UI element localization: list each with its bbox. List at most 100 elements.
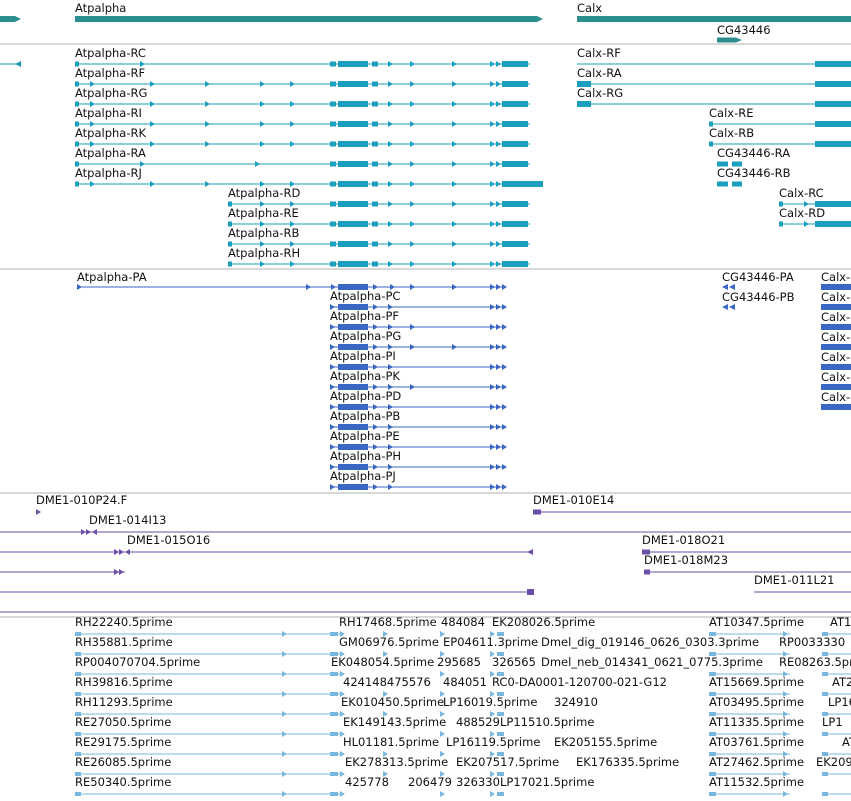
strand-arrow	[388, 101, 393, 107]
exon-block	[502, 261, 528, 267]
exon-block	[330, 712, 338, 716]
est-label: RP0033330	[779, 635, 845, 649]
strand-arrow	[383, 711, 388, 717]
strand-arrow	[140, 161, 145, 167]
exon-block	[75, 712, 81, 716]
strand-arrow	[330, 464, 335, 470]
exon-block	[533, 509, 541, 515]
strand-arrow	[119, 569, 124, 575]
exon-block	[372, 241, 378, 247]
exon-block	[497, 672, 504, 676]
exon-block	[75, 141, 79, 147]
strand-arrow	[496, 221, 501, 227]
strand-arrow	[440, 751, 445, 757]
exon-block	[75, 772, 81, 776]
exon-block	[330, 201, 336, 207]
strand-arrow	[496, 424, 501, 430]
strand-arrow	[452, 81, 457, 87]
strand-arrow	[783, 711, 788, 717]
exon-block	[228, 201, 232, 207]
exon-block	[821, 324, 851, 330]
gene-label: CG43446	[717, 23, 771, 37]
strand-arrow	[490, 671, 495, 677]
est-label: LP16119.5prime	[446, 735, 540, 749]
exon-block	[75, 81, 79, 87]
exon-block	[497, 732, 504, 736]
transcript-label: Atpalpha-RJ	[75, 166, 142, 180]
strand-arrow	[496, 181, 501, 187]
exon-block	[502, 161, 528, 167]
strand-arrow	[290, 101, 295, 107]
exon-block	[822, 772, 828, 776]
strand-arrow	[410, 61, 415, 67]
est-label: RE27050.5prime	[75, 715, 171, 729]
transcript-label: Atpalpha-RI	[75, 106, 142, 120]
strand-arrow	[452, 241, 457, 247]
strand-arrow	[150, 121, 155, 127]
exon-block	[709, 652, 716, 656]
est-label: AT11532.5prime	[709, 775, 804, 789]
strand-arrow	[783, 791, 788, 797]
strand-arrow	[388, 344, 393, 350]
strand-arrow	[452, 284, 457, 290]
transcript-label: Calx-RD	[779, 206, 825, 220]
strand-arrow	[502, 344, 507, 350]
est-label: EK208026.5prime	[492, 615, 595, 629]
exon-block	[709, 752, 716, 756]
strand-arrow	[340, 671, 345, 677]
strand-arrow	[783, 731, 788, 737]
protein-label: Calx-	[821, 310, 850, 324]
exon-block	[75, 61, 79, 67]
strand-arrow	[722, 284, 728, 290]
exon-block	[732, 181, 742, 187]
exon-block	[75, 652, 81, 656]
strand-arrow	[502, 424, 507, 430]
strand-arrow	[205, 101, 210, 107]
est-label: 295685	[437, 655, 481, 669]
clone-end	[125, 549, 130, 555]
exon-block	[821, 384, 851, 390]
est-label: Dmel_neb_014341_0621_0775.3prime	[541, 655, 763, 669]
exon-block	[338, 464, 368, 470]
exon-block	[821, 364, 851, 370]
exon-block	[372, 101, 378, 107]
gene-label: Atpalpha	[75, 1, 126, 15]
exon-block	[330, 692, 338, 696]
strand-arrow	[490, 651, 495, 657]
strand-arrow	[330, 404, 335, 410]
strand-arrow	[290, 221, 295, 227]
est-label: LP16019.5prime	[443, 695, 537, 709]
strand-arrow	[383, 651, 388, 657]
strand-arrow	[490, 751, 495, 757]
transcript-label: Atpalpha-RB	[228, 226, 299, 240]
strand-arrow	[410, 201, 415, 207]
transcript-label: CG43446-RB	[717, 166, 791, 180]
strand-arrow	[373, 384, 378, 390]
exon-block	[822, 652, 828, 656]
transcript-label: Calx-RA	[577, 66, 622, 80]
est-label: AT15669.5prime	[709, 675, 804, 689]
strand-arrow	[490, 261, 495, 267]
strand-arrow	[729, 284, 735, 290]
strand-arrow	[15, 61, 21, 67]
exon-block	[372, 221, 378, 227]
strand-arrow	[783, 771, 788, 777]
exon-block	[330, 632, 338, 636]
strand-arrow	[255, 161, 260, 167]
exon-block	[644, 569, 650, 575]
exon-block	[338, 364, 368, 370]
strand-arrow	[388, 384, 393, 390]
strand-arrow	[490, 344, 495, 350]
protein-label: CG43446-PA	[722, 270, 794, 284]
est-label: RH17468.5prime	[339, 615, 437, 629]
strand-arrow	[410, 261, 415, 267]
strand-arrow	[260, 241, 265, 247]
transcript-label: Calx-RB	[709, 126, 754, 140]
exon-block	[372, 81, 378, 87]
strand-arrow	[502, 364, 507, 370]
strand-arrow	[490, 771, 495, 777]
strand-arrow	[388, 444, 393, 450]
strand-arrow	[150, 81, 155, 87]
exon-block	[502, 181, 543, 187]
strand-arrow	[783, 671, 788, 677]
